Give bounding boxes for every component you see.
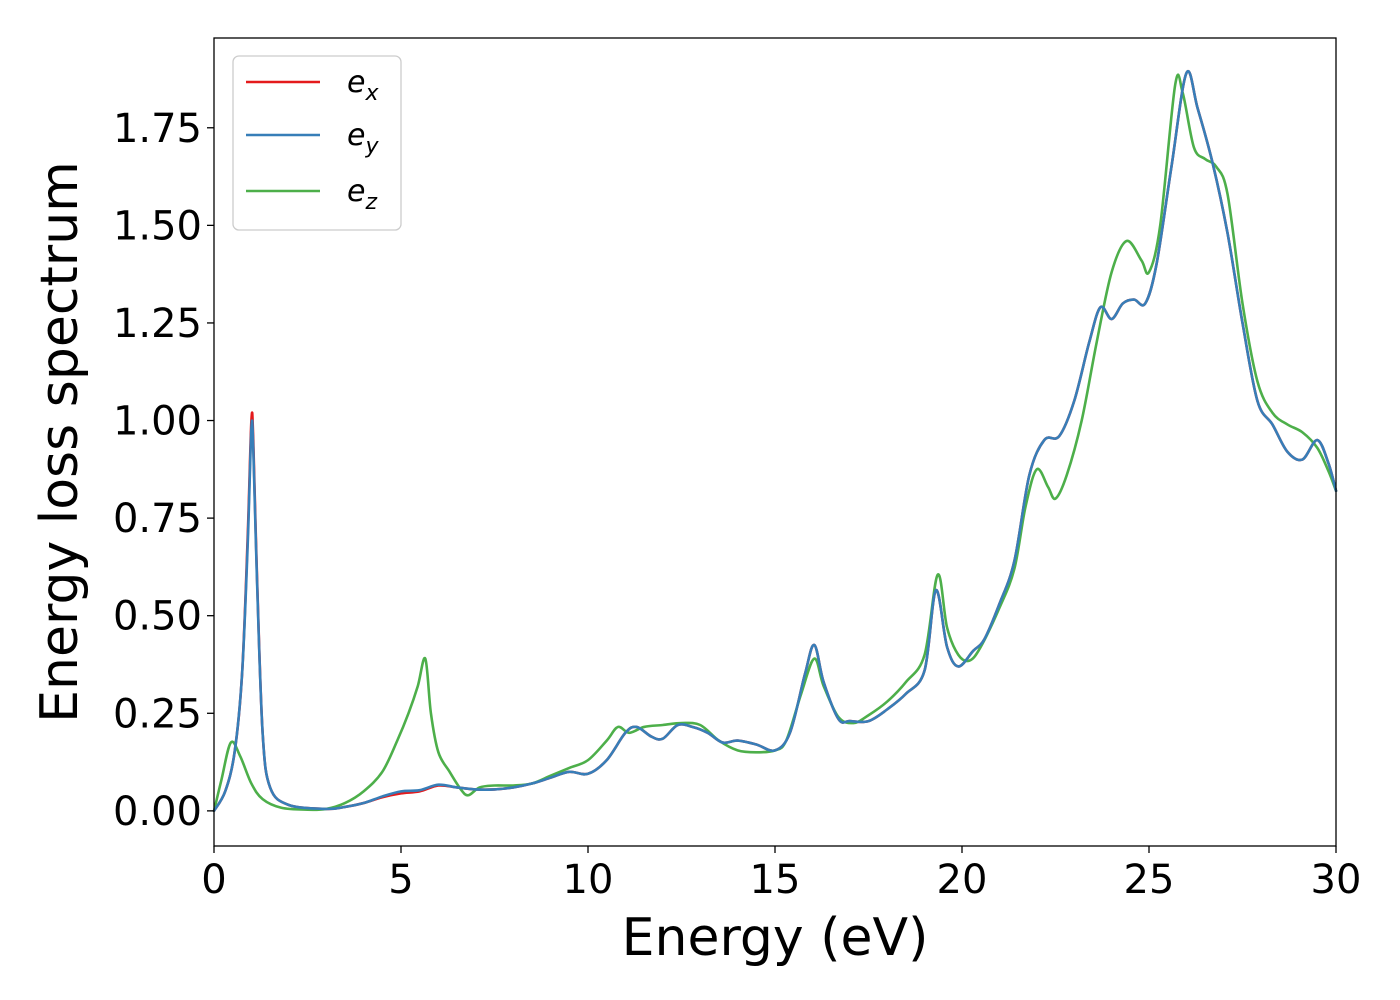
series-layer: [212, 69, 1338, 813]
y-tick-label: 0.00: [113, 789, 202, 835]
y-tick-label: 0.75: [113, 496, 202, 542]
y-axis-label: Energy loss spectrum: [30, 161, 90, 723]
x-tick-label: 0: [201, 857, 226, 903]
y-tick-label: 1.75: [113, 106, 202, 152]
x-tick-label: 20: [937, 857, 988, 903]
legend-label-x: ex: [347, 65, 379, 106]
x-tick-label: 10: [563, 857, 614, 903]
x-axis: 0 5 10 15 20 25 30: [201, 846, 1361, 903]
y-tick-label: 0.25: [113, 691, 202, 737]
y-tick-label: 0.50: [113, 594, 202, 640]
x-tick-label: 30: [1311, 857, 1362, 903]
y-tick-label: 1.50: [113, 203, 202, 249]
series-line-y: [212, 69, 1338, 813]
y-tick-label: 1.25: [113, 301, 202, 347]
legend-label-y: ey: [347, 118, 379, 159]
x-tick-label: 25: [1124, 857, 1175, 903]
x-tick-label: 15: [750, 857, 801, 903]
legend: ex ey ez: [232, 55, 402, 231]
y-axis: 0.00 0.25 0.50 0.75 1.00 1.25 1.50 1.75: [113, 106, 214, 835]
legend-box: [232, 55, 402, 231]
series-line-z: [212, 73, 1338, 813]
y-tick-label: 1.00: [113, 399, 202, 445]
x-tick-label: 5: [388, 857, 413, 903]
x-axis-label: Energy (eV): [622, 908, 929, 968]
legend-label-z: ez: [347, 174, 377, 215]
